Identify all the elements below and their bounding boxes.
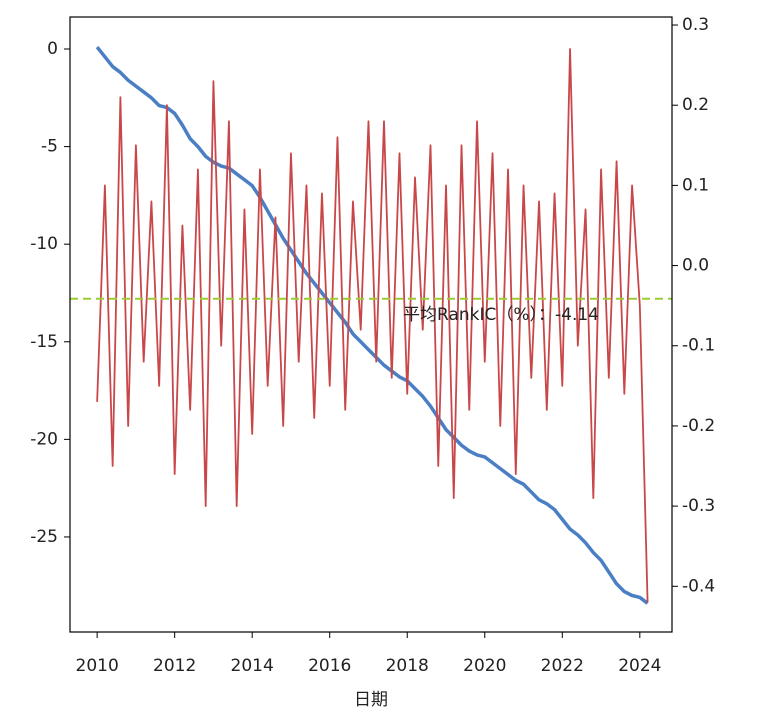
y2-tick-label: -0.2 (682, 416, 715, 436)
y2-tick-label: 0.2 (682, 95, 709, 115)
x-tick-label: 2014 (231, 656, 274, 676)
x-tick-label: 2018 (386, 656, 429, 676)
x-axis-label: 日期 (354, 690, 388, 710)
x-tick-label: 2024 (618, 656, 661, 676)
y-tick-label: -15 (30, 332, 58, 352)
x-tick-label: 2016 (308, 656, 351, 676)
y-tick-label: 0 (47, 39, 58, 59)
y2-tick-label: 0.1 (682, 175, 709, 195)
x-tick-label: 2010 (76, 656, 119, 676)
annotation: 平均RankIC（%）：-4.14 (403, 305, 599, 325)
series-line (96, 48, 649, 603)
y2-tick-label: -0.1 (682, 336, 715, 356)
series-line (95, 45, 649, 605)
x-tick-label: 2012 (153, 656, 196, 676)
y2-tick-label: 0.3 (682, 15, 709, 35)
y-tick-label: -10 (30, 234, 58, 254)
x-tick-label: 2022 (541, 656, 584, 676)
plot-frame (69, 16, 673, 633)
y-tick-label: -25 (30, 527, 58, 547)
y-tick-label: -20 (30, 429, 58, 449)
x-tick-label: 2020 (463, 656, 506, 676)
y2-tick-label: -0.3 (682, 496, 715, 516)
y2-tick-label: -0.4 (682, 576, 715, 596)
y2-tick-label: 0.0 (682, 256, 709, 276)
y-tick-label: -5 (41, 137, 58, 157)
